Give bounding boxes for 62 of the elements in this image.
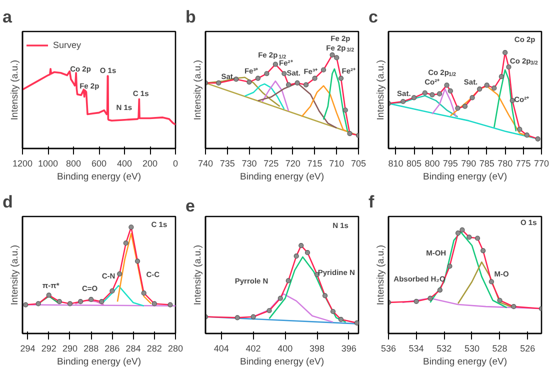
y-axis-title: Intensity (a.u.) <box>10 244 20 306</box>
x-tick-label: 715 <box>307 158 322 168</box>
chart-title: b <box>186 8 196 26</box>
y-axis-title: Intensity (a.u.) <box>10 60 20 120</box>
x-tick-label: 800 <box>424 158 440 168</box>
x-tick-label: 705 <box>350 158 366 168</box>
x-tick-label: 780 <box>498 158 513 168</box>
x-tick-label: 294 <box>20 344 36 354</box>
y-axis-title: Intensity (a.u.) <box>376 244 386 306</box>
x-tick-label: 1200 <box>12 158 33 168</box>
x-tick-label: 290 <box>62 344 78 354</box>
x-tick-label: 292 <box>41 344 56 354</box>
x-axis-title: Binding energy (eV) <box>240 172 324 182</box>
x-tick-label: 600 <box>91 158 107 168</box>
x-tick-label: 280 <box>168 344 184 354</box>
x-tick-label: 785 <box>479 158 494 168</box>
x-tick-label: 288 <box>84 344 99 354</box>
x-tick-label: 400 <box>116 158 132 168</box>
x-tick-label: 770 <box>534 158 550 168</box>
x-axis-title: Binding energy (eV) <box>423 172 507 182</box>
chart-title: a <box>2 8 12 26</box>
x-tick-label: 530 <box>464 344 480 354</box>
x-tick-label: 282 <box>146 344 162 354</box>
x-tick-label: 528 <box>492 344 508 354</box>
y-axis-title: Intensity (a.u.) <box>192 244 204 306</box>
x-axis-title: Binding energy (eV) <box>423 356 507 368</box>
x-tick-label: 200 <box>142 158 158 168</box>
y-axis-title: Intensity (a.u.) <box>192 60 204 120</box>
chart-title: c <box>368 8 378 26</box>
chart-title: f <box>368 192 374 212</box>
x-tick-label: 735 <box>220 158 235 168</box>
x-tick-label: 404 <box>214 344 229 354</box>
x-tick-label: 810 <box>388 158 404 168</box>
chart-title: d <box>2 192 13 212</box>
x-tick-label: 1000 <box>38 158 58 168</box>
x-tick-label: 720 <box>285 158 300 168</box>
x-tick-label: 730 <box>242 158 257 168</box>
x-tick-label: 0 <box>172 158 178 168</box>
chart-title: e <box>186 196 195 216</box>
x-tick-label: 396 <box>341 344 356 354</box>
x-tick-label: 532 <box>436 344 452 354</box>
x-tick-label: 775 <box>516 158 531 168</box>
x-axis-title: Binding energy (eV) <box>57 172 141 182</box>
x-tick-label: 795 <box>442 158 458 168</box>
x-axis-title: Binding energy (eV) <box>240 356 324 368</box>
x-tick-label: 710 <box>329 158 344 168</box>
x-tick-label: 740 <box>198 158 214 168</box>
x-tick-label: 536 <box>380 344 396 354</box>
x-tick-label: 526 <box>520 344 536 354</box>
legend-label: Survey <box>53 40 82 50</box>
x-axis-title: Binding energy (eV) <box>57 356 141 368</box>
x-tick-label: 534 <box>408 344 424 354</box>
x-tick-label: 800 <box>66 158 82 168</box>
x-tick-label: 286 <box>104 344 120 354</box>
x-tick-label: 805 <box>406 158 422 168</box>
x-tick-label: 402 <box>246 344 261 354</box>
y-axis-title: Intensity (a.u.) <box>376 60 386 120</box>
x-tick-label: 790 <box>461 158 476 168</box>
x-tick-label: 284 <box>126 344 141 354</box>
x-tick-label: 400 <box>278 344 293 354</box>
x-tick-label: 725 <box>264 158 279 168</box>
x-tick-label: 398 <box>310 344 325 354</box>
